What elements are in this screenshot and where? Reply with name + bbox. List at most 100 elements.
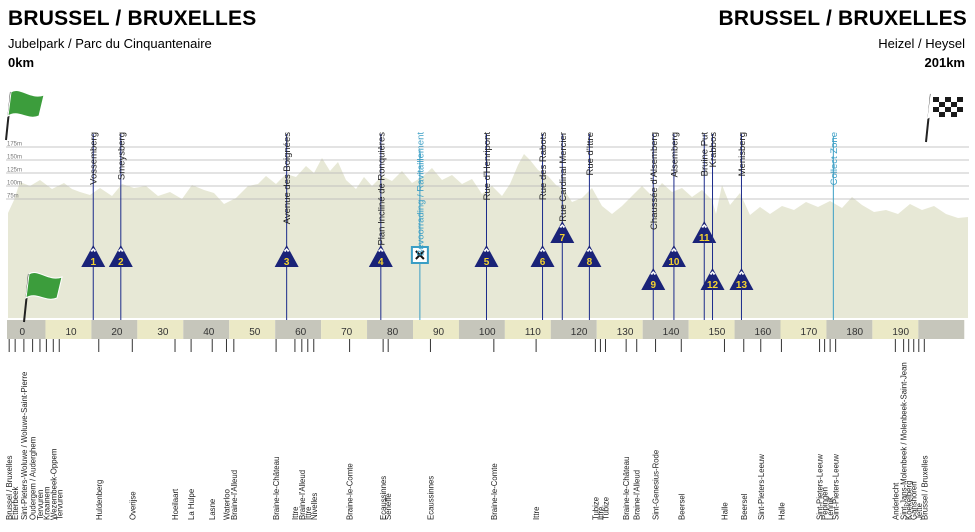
start-flag-icon (5, 90, 45, 141)
start-place: Jubelpark / Parc du Cinquantenaire (8, 36, 212, 51)
marker-label: Vossemberg (89, 132, 100, 185)
place-label: Lennik (826, 497, 835, 520)
climb-marker-icon (550, 221, 575, 243)
place-label: La Hulpe (187, 489, 196, 520)
place-label: Nivelles (310, 493, 319, 520)
place-label: Tubize (591, 497, 600, 520)
place-label: Hoeilaart (171, 488, 180, 520)
climb-marker-icon (577, 245, 602, 267)
place-label: Sint-Jans-Molenbeek / Molenbeek-Saint-Je… (900, 362, 909, 520)
climb-number: 2 (118, 257, 124, 268)
km-band (642, 320, 689, 339)
km-tick-label: 170 (800, 327, 817, 338)
place-label: Ganshoren (910, 481, 919, 520)
profile-markers: 1 Vossemberg 2 Smeysberg 3 Avenue des Boignée… (81, 132, 840, 320)
marker-label: Avenue des Boignées (282, 132, 293, 225)
climb-marker-icon (81, 245, 106, 267)
marker-label: Chaussée d'Alsemberg (649, 132, 660, 230)
snowcap-icon (586, 248, 593, 252)
marker-label: Alsemberg (669, 132, 680, 177)
elevation-profile (8, 154, 968, 318)
place-label: Lasne (208, 499, 217, 520)
checkered-flag-icon (925, 92, 965, 143)
place-label: Sint-Genesius-Rode (652, 450, 661, 520)
marker-label: Rue Cardinal Mercier (558, 132, 569, 222)
place-label: Tervuren (36, 490, 45, 520)
km-band (780, 320, 827, 339)
climb-marker-icon (530, 245, 555, 267)
km-band (918, 320, 965, 339)
climb-marker-icon (108, 245, 133, 267)
place-label: Tubize (601, 497, 610, 520)
place-label: Seneffe (384, 493, 393, 520)
climb-number: 4 (378, 257, 384, 268)
place-label: Sint-Pieters-Leeuw (816, 454, 825, 520)
km-tick-label: 90 (433, 327, 445, 338)
km-tick-label: 150 (709, 327, 726, 338)
km-tick-label: 140 (663, 327, 680, 338)
altitude-label: 125m (7, 168, 22, 174)
start-distance: 0km (8, 55, 35, 70)
km-tick-label: 60 (295, 327, 307, 338)
snowcap-icon (483, 248, 490, 252)
km-tick-label: 30 (157, 327, 169, 338)
marker-label: Krabbos (708, 132, 719, 168)
km-tick-label: 10 (65, 327, 77, 338)
marker-label: Rue d'Henripont (482, 132, 493, 201)
climb-marker-icon (474, 245, 499, 267)
climb-number: 3 (284, 257, 290, 268)
climb-number: 5 (484, 257, 490, 268)
km-tick-label: 110 (525, 327, 541, 338)
km-tick-label: 180 (846, 327, 863, 338)
climb-marker-icon (641, 268, 666, 290)
km-band (826, 320, 873, 339)
km-scale: 0 10 20 30 40 50 60 70 80 90 100 110 120 130 140 150 160… (7, 320, 965, 339)
snowcap-icon (650, 271, 657, 275)
climb-number: 8 (587, 257, 593, 268)
snowcap-icon (283, 248, 290, 252)
place-label: Braine-l'Alleud (230, 470, 239, 520)
km-tick-label: 100 (479, 327, 496, 338)
place-label: Ittre (596, 507, 605, 520)
place-label: Ittre (304, 507, 313, 520)
snowcap-icon (90, 248, 97, 252)
place-label: Halle (720, 502, 729, 520)
place-label: Beersel (740, 493, 749, 520)
climb-number: 10 (668, 257, 680, 268)
km-band (688, 320, 735, 339)
place-label: Braine-le-Comte (490, 463, 499, 520)
place-label: Ecaussinnes (426, 476, 435, 520)
km-tick-label: 70 (341, 327, 353, 338)
finish-city: BRUSSEL / BRUXELLES (718, 7, 967, 30)
altitude-label: 100m (7, 181, 22, 187)
km-band (412, 320, 459, 339)
snowcap-icon (117, 248, 124, 252)
altitude-label: 175m (7, 142, 22, 148)
km-tick-label: 20 (111, 327, 123, 338)
finish-distance: 201km (924, 55, 965, 70)
km-tick-label: 50 (249, 327, 261, 338)
climb-marker-icon (274, 245, 299, 267)
km-band (504, 320, 551, 339)
km-band (458, 320, 505, 339)
place-label: Braine-le-Château (622, 457, 631, 520)
km-band (91, 320, 138, 339)
climb-number: 9 (650, 280, 656, 291)
place-label: Tervuren (55, 490, 64, 520)
km-tick-label: 160 (755, 327, 772, 338)
place-label: Sint-Pieters-Leeuw (832, 454, 841, 520)
km-band (321, 320, 368, 339)
place-label: Oudergem / Auderghem (29, 437, 38, 520)
place-label: Kraainem (42, 487, 51, 520)
place-label: Beersel (677, 493, 686, 520)
km-tick-label: 130 (617, 327, 634, 338)
marker-label: Smeysberg (116, 132, 127, 180)
place-label: Halle (777, 502, 786, 520)
snowcap-icon (377, 248, 384, 252)
snowcap-icon (738, 271, 745, 275)
climb-number: 13 (736, 280, 748, 291)
place-label: Ecaussinnes (379, 476, 388, 520)
climb-marker-icon (661, 245, 686, 267)
place-label: Braine-le-Comte (346, 463, 355, 520)
